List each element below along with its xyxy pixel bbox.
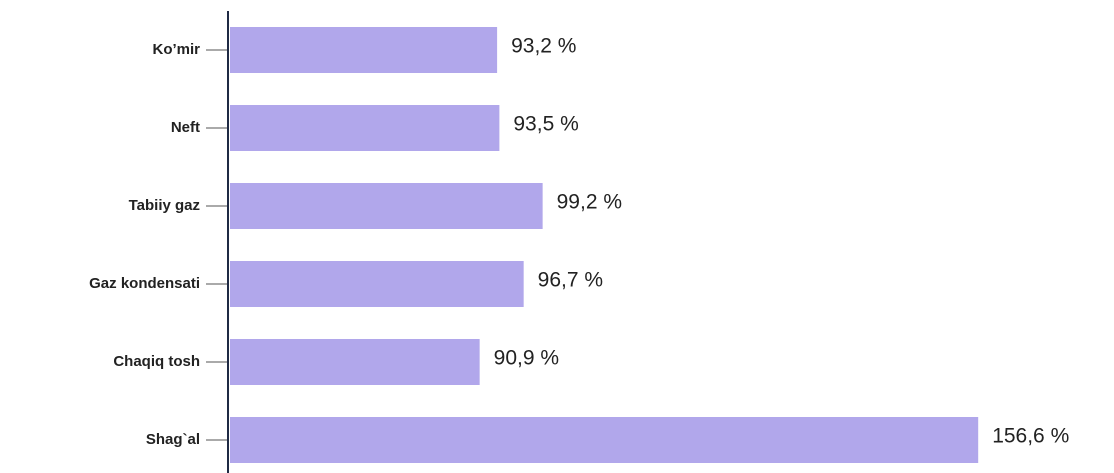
bar xyxy=(230,339,480,385)
value-label: 90,9 % xyxy=(494,347,559,370)
value-label: 156,6 % xyxy=(992,425,1069,448)
value-label: 99,2 % xyxy=(557,191,622,214)
bar xyxy=(230,261,524,307)
y-tick-label: Chaqiq tosh xyxy=(113,353,200,370)
y-tick-label: Neft xyxy=(171,119,200,136)
bar xyxy=(230,27,498,73)
y-tick-label: Shag`al xyxy=(146,431,200,448)
bar xyxy=(230,417,979,463)
y-tick-label: Gaz kondensati xyxy=(89,275,200,292)
value-label: 96,7 % xyxy=(538,269,603,292)
bar xyxy=(230,105,500,151)
y-tick-label: Ko’mir xyxy=(152,41,200,58)
y-tick-label: Tabiiy gaz xyxy=(129,197,200,214)
value-label: 93,2 % xyxy=(511,35,576,58)
bar xyxy=(230,183,543,229)
value-label: 93,5 % xyxy=(513,113,578,136)
